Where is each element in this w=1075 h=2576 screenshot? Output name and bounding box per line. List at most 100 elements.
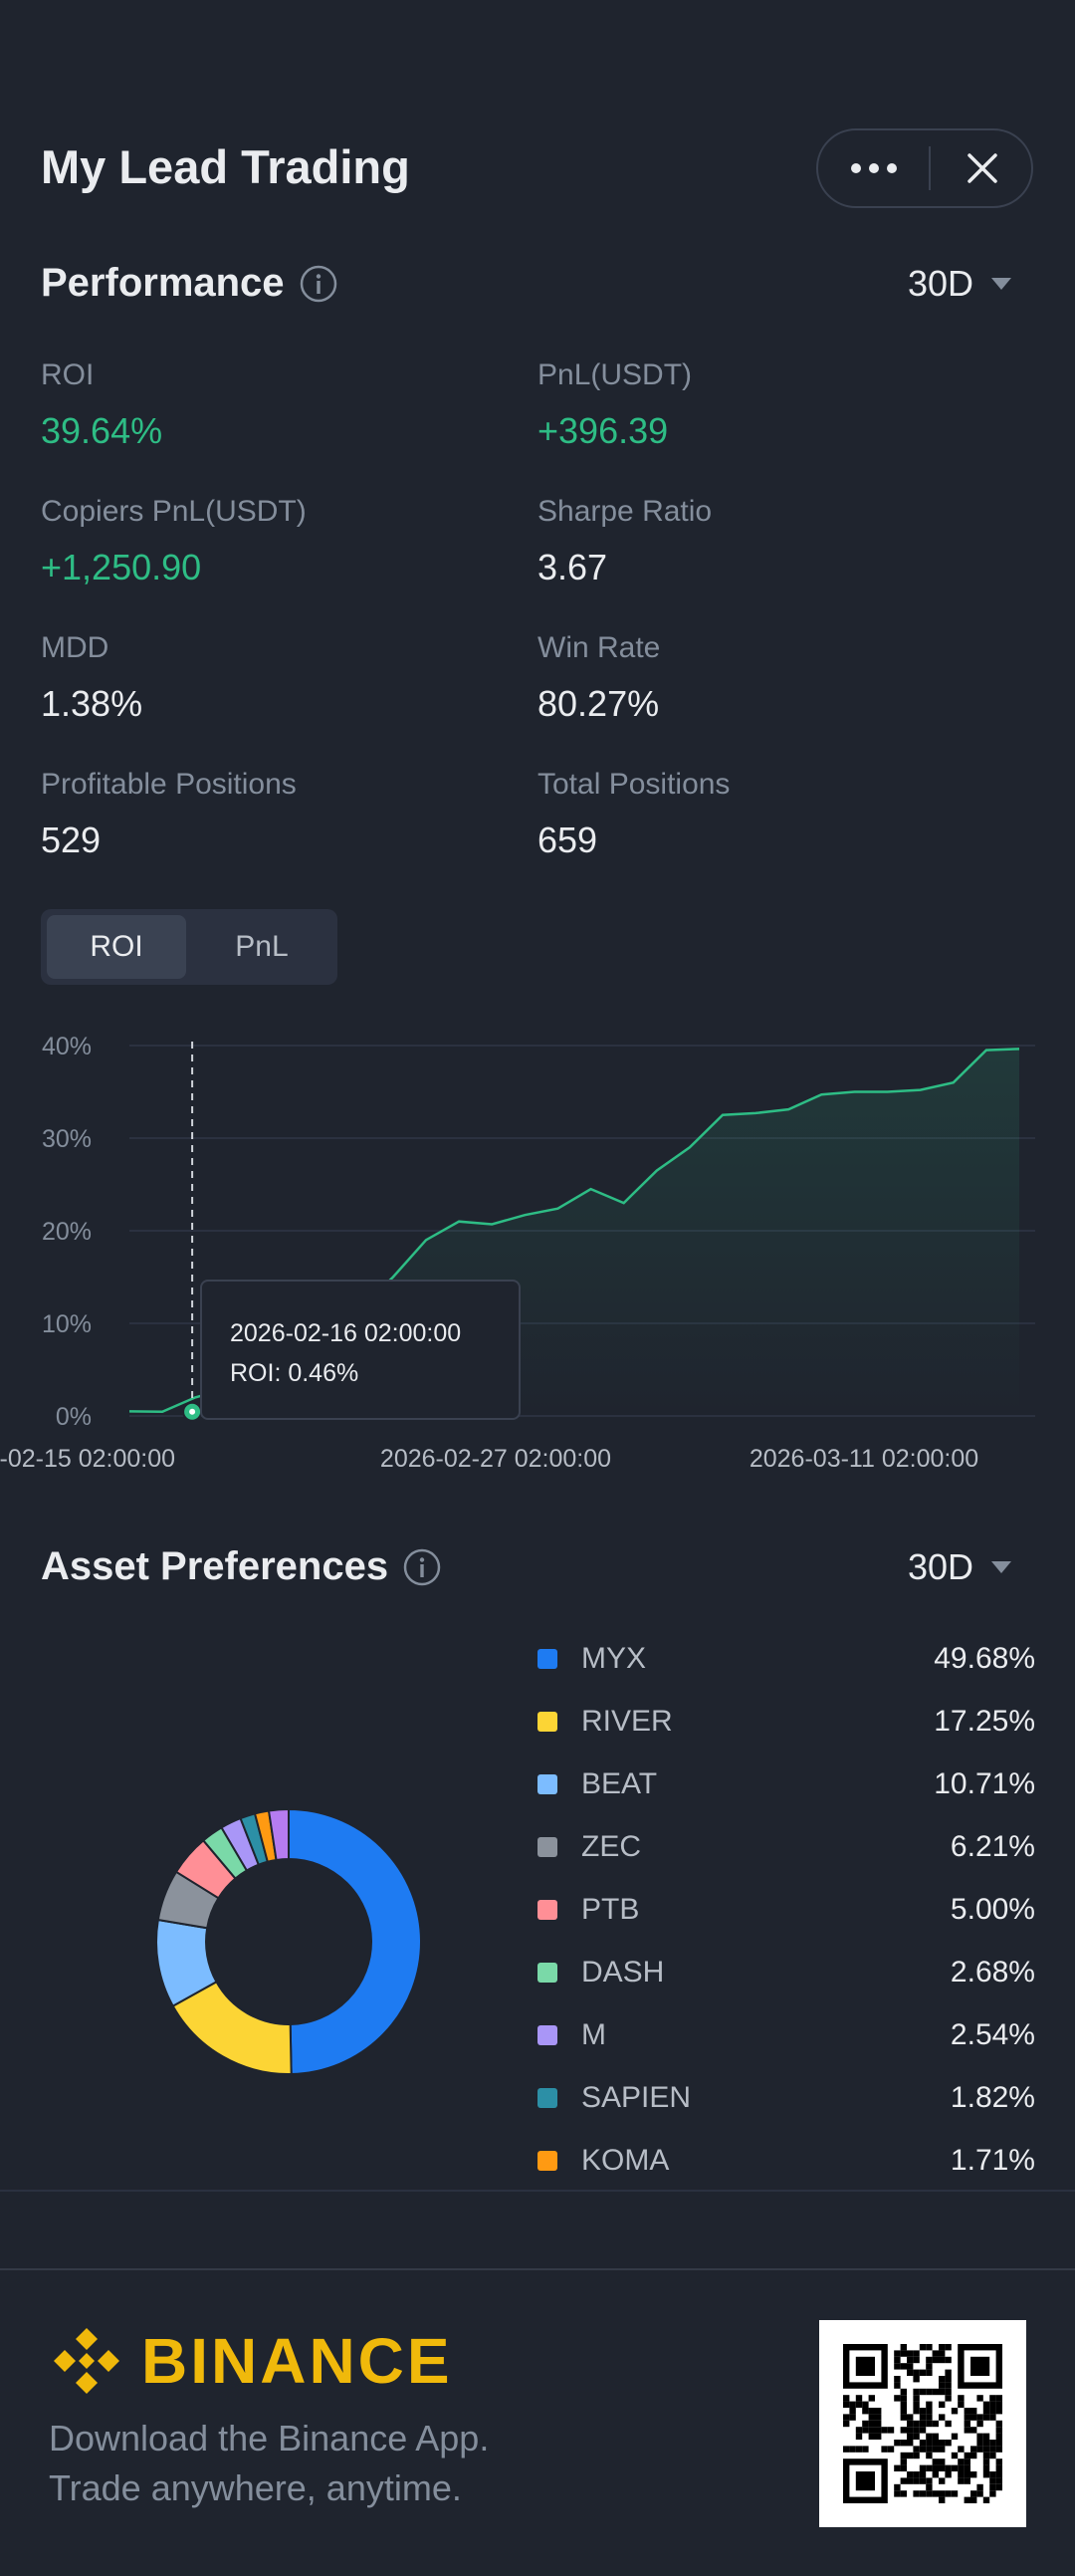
stat-label: Win Rate <box>538 631 661 664</box>
divider <box>0 2190 1075 2192</box>
legend-name: BEAT <box>581 1767 658 1800</box>
legend-swatch <box>538 2025 557 2045</box>
tooltip-date: 2026-02-16 02:00:00 <box>230 1319 462 1347</box>
stat-label: Total Positions <box>538 768 731 801</box>
assets-period-select[interactable]: 30D <box>908 1546 1012 1588</box>
legend-swatch <box>538 1712 557 1732</box>
stat-value: 529 <box>41 820 102 860</box>
qr-code-image <box>843 2344 1002 2503</box>
legend-swatch <box>538 2151 557 2171</box>
legend-item-ptb: PTB 5.00% <box>538 1890 1035 1930</box>
legend-name: ZEC <box>581 1830 641 1863</box>
stat-value: 1.38% <box>41 683 143 724</box>
legend-name: MYX <box>581 1642 647 1675</box>
close-icon <box>967 153 997 183</box>
y-tick-label: 40% <box>42 1033 92 1060</box>
legend-pct: 49.68% <box>934 1642 1035 1675</box>
roi-chart[interactable]: 0% 10% 20% 30% 40% 2026-02-15 02:00:00 2026-02… <box>0 1016 1075 1474</box>
brand-name: BINANCE <box>141 2325 453 2397</box>
page-title: My Lead Trading <box>41 140 410 193</box>
period-label: 30D <box>908 263 974 304</box>
legend-swatch <box>538 2088 557 2108</box>
x-tick-label: 2026-03-11 02:00:00 <box>750 1445 978 1473</box>
period-label: 30D <box>908 1546 974 1587</box>
y-tick-label: 0% <box>56 1403 92 1431</box>
legend-name: DASH <box>581 1956 665 1989</box>
tab-roi[interactable]: ROI <box>47 915 186 979</box>
asset-donut-chart <box>155 1807 422 2075</box>
stat-label: MDD <box>41 631 109 664</box>
qr-code[interactable] <box>819 2320 1026 2527</box>
download-text-line1: Download the Binance App. <box>49 2418 490 2459</box>
binance-logo[interactable]: BINANCE <box>48 2322 453 2400</box>
stat-mdd: MDD 1.38% <box>41 631 142 725</box>
legend-name: PTB <box>581 1893 640 1926</box>
tooltip-value: ROI: 0.46% <box>230 1359 359 1387</box>
legend-item-dash: DASH 2.68% <box>538 1953 1035 1992</box>
legend-item-river: RIVER 17.25% <box>538 1702 1035 1742</box>
legend-item-m: M 2.54% <box>538 2015 1035 2055</box>
legend-pct: 2.68% <box>950 1956 1035 1989</box>
legend-item-zec: ZEC 6.21% <box>538 1827 1035 1867</box>
header-actions <box>816 128 1033 208</box>
x-tick-label: 2026-02-27 02:00:00 <box>380 1445 611 1473</box>
legend-name: M <box>581 2018 606 2051</box>
legend-item-koma: KOMA 1.71% <box>538 2141 1035 2181</box>
tooltip-point-center <box>189 1408 196 1415</box>
y-tick-label: 30% <box>42 1125 92 1153</box>
download-text-line2: Trade anywhere, anytime. <box>49 2467 462 2508</box>
actions-divider <box>929 146 931 190</box>
stat-total-positions: Total Positions 659 <box>538 768 730 861</box>
stat-pnl: PnL(USDT) +396.39 <box>538 358 692 452</box>
legend-pct: 6.21% <box>950 1830 1035 1863</box>
performance-title: Performance <box>41 261 285 305</box>
legend-item-myx: MYX 49.68% <box>538 1639 1035 1679</box>
stat-value: 3.67 <box>538 547 608 587</box>
info-icon[interactable] <box>402 1547 442 1587</box>
close-button[interactable] <box>931 130 1033 206</box>
stat-label: Sharpe Ratio <box>538 495 713 528</box>
legend-swatch <box>538 1649 557 1669</box>
assets-header: Asset Preferences <box>41 1544 442 1589</box>
caret-down-icon <box>991 1561 1012 1573</box>
stat-copiers-pnl: Copiers PnL(USDT) +1,250.90 <box>41 495 307 588</box>
legend-name: SAPIEN <box>581 2081 692 2114</box>
legend-pct: 10.71% <box>934 1767 1035 1800</box>
x-tick-label: 2026-02-15 02:00:00 <box>0 1445 175 1473</box>
stat-label: PnL(USDT) <box>538 358 693 391</box>
stat-profitable-positions: Profitable Positions 529 <box>41 768 297 861</box>
legend-name: RIVER <box>581 1705 673 1738</box>
legend-swatch <box>538 1774 557 1794</box>
legend-pct: 2.54% <box>950 2018 1035 2051</box>
stat-value: 80.27% <box>538 683 660 724</box>
stat-label: ROI <box>41 358 95 391</box>
chart-tooltip: 2026-02-16 02:00:00 ROI: 0.46% <box>200 1280 521 1420</box>
stat-label: Profitable Positions <box>41 768 297 801</box>
stat-label: Copiers PnL(USDT) <box>41 495 307 528</box>
legend-swatch <box>538 1963 557 1983</box>
caret-down-icon <box>991 278 1012 290</box>
legend-name: KOMA <box>581 2144 670 2177</box>
stat-value: +396.39 <box>538 410 669 451</box>
legend-pct: 1.71% <box>950 2144 1035 2177</box>
more-button[interactable] <box>818 130 930 206</box>
legend-pct: 1.82% <box>950 2081 1035 2114</box>
more-icon <box>851 163 897 173</box>
y-tick-label: 20% <box>42 1218 92 1246</box>
stat-value: +1,250.90 <box>41 547 202 587</box>
stat-sharpe: Sharpe Ratio 3.67 <box>538 495 712 588</box>
assets-title: Asset Preferences <box>41 1544 389 1588</box>
legend-swatch <box>538 1900 557 1920</box>
legend-swatch <box>538 1837 557 1857</box>
app-download-footer: BINANCE Download the Binance App. Trade … <box>0 2268 1075 2576</box>
legend-item-beat: BEAT 10.71% <box>538 1764 1035 1804</box>
performance-period-select[interactable]: 30D <box>908 263 1012 305</box>
legend-pct: 5.00% <box>950 1893 1035 1926</box>
stat-win-rate: Win Rate 80.27% <box>538 631 660 725</box>
info-icon[interactable] <box>299 264 338 304</box>
tab-pnl[interactable]: PnL <box>235 930 289 963</box>
stat-roi: ROI 39.64% <box>41 358 162 452</box>
chart-type-toggle: ROI PnL <box>41 909 337 985</box>
legend-pct: 17.25% <box>934 1705 1035 1738</box>
stat-value: 659 <box>538 820 598 860</box>
